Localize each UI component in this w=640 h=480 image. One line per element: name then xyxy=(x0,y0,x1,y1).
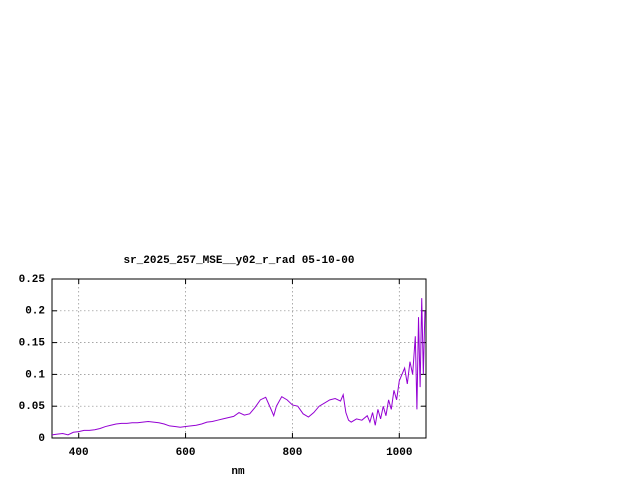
x-tick-label: 600 xyxy=(176,447,196,459)
plot-border xyxy=(51,278,427,439)
y-tick-label: 0.05 xyxy=(19,401,46,413)
y-tick-label: 0 xyxy=(38,433,45,445)
y-tick-label: 0.2 xyxy=(25,306,45,318)
x-tick-label: 400 xyxy=(69,447,89,459)
x-tick-label: 800 xyxy=(283,447,303,459)
y-tick-label: 0.1 xyxy=(25,369,45,381)
x-axis-label: nm xyxy=(231,466,245,478)
data-line xyxy=(51,298,426,436)
x-tick-label: 1000 xyxy=(386,447,412,459)
y-tick-label: 0.15 xyxy=(19,338,46,350)
chart-title: sr_2025_257_MSE__y02_r_rad 05-10-00 xyxy=(123,255,354,267)
y-tick-label: 0.25 xyxy=(19,274,46,286)
